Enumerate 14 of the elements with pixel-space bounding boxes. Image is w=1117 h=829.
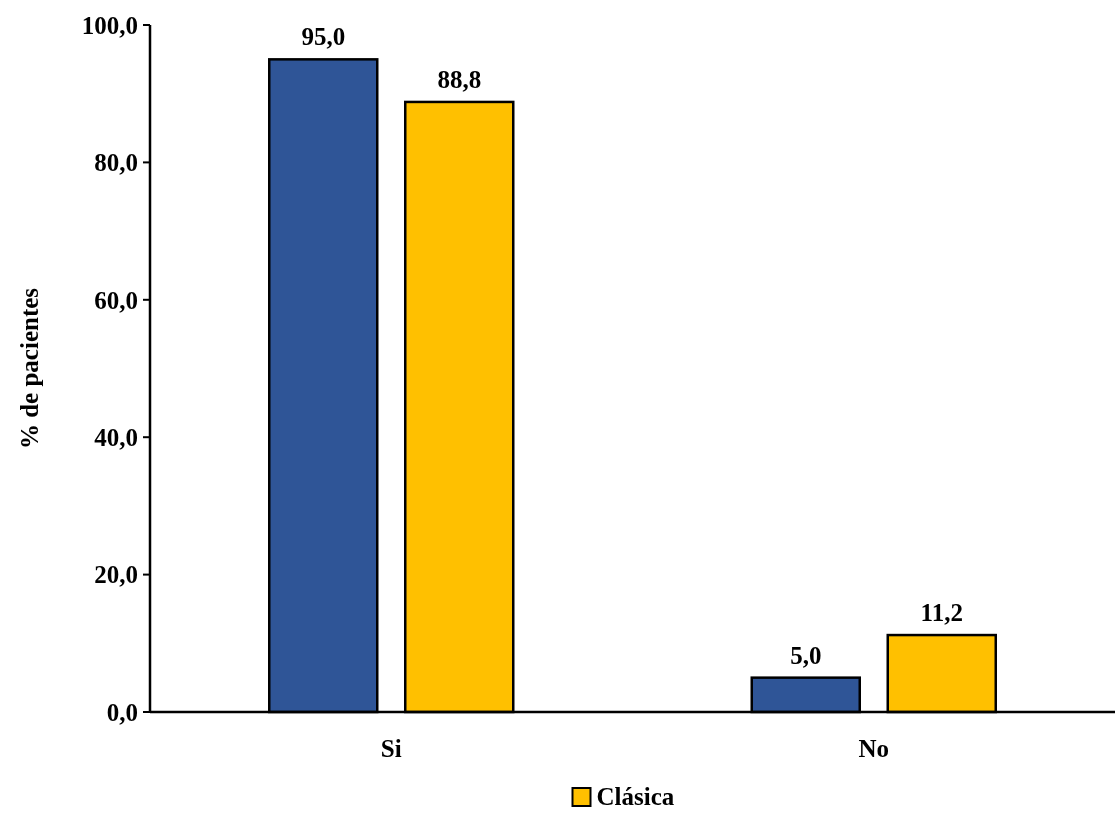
- y-tick-label: 0,0: [106, 698, 138, 726]
- x-tick-label: Si: [380, 735, 402, 762]
- y-tick-label: 60,0: [94, 286, 138, 314]
- data-label: 5,0: [790, 641, 822, 669]
- data-label: 95,0: [301, 23, 346, 51]
- x-tick-label: No: [858, 735, 890, 762]
- y-axis-title: % de pacientes: [16, 287, 43, 450]
- y-tick-label: 100,0: [81, 11, 138, 39]
- data-label: 88,8: [437, 65, 482, 93]
- y-tick-label: 80,0: [94, 149, 138, 177]
- data-label: 11,2: [920, 599, 963, 627]
- y-tick-label: 40,0: [94, 423, 138, 451]
- y-tick-label: 20,0: [94, 561, 138, 589]
- legend-label: Clásica: [596, 783, 675, 810]
